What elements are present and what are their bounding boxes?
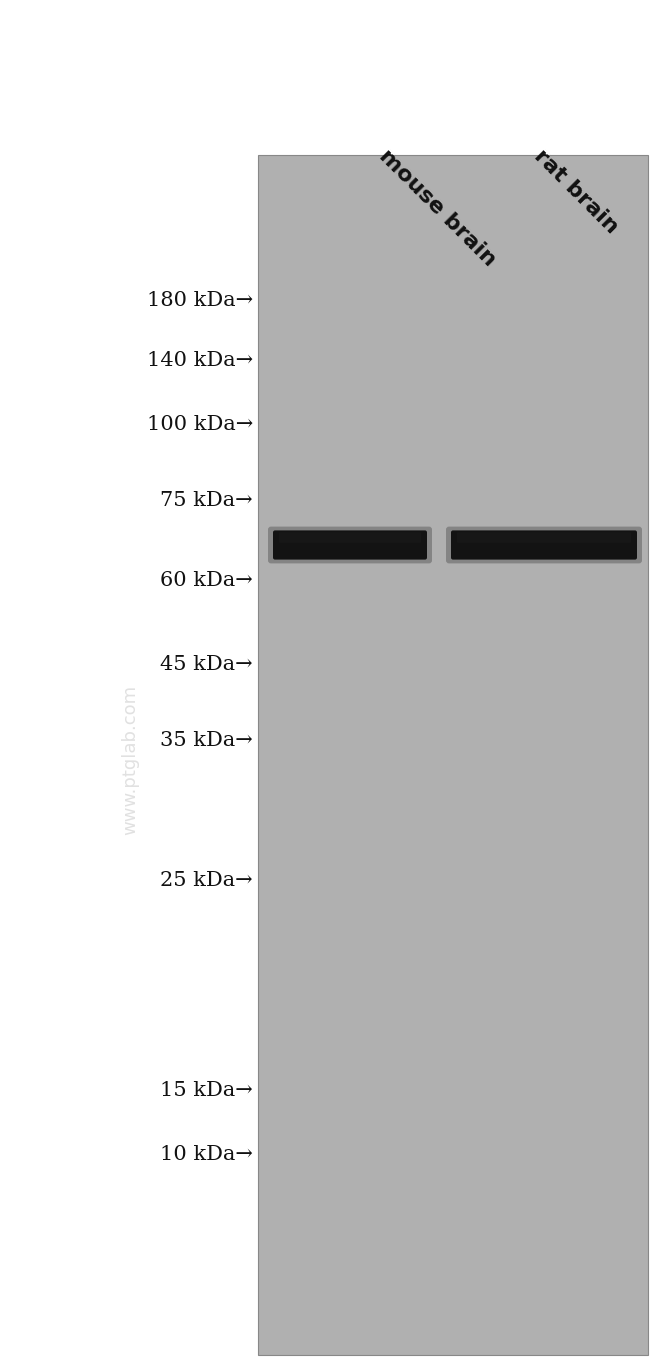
FancyBboxPatch shape bbox=[446, 527, 642, 564]
FancyBboxPatch shape bbox=[457, 532, 631, 543]
FancyBboxPatch shape bbox=[451, 531, 637, 560]
Text: 75 kDa→: 75 kDa→ bbox=[161, 490, 253, 509]
FancyBboxPatch shape bbox=[273, 531, 427, 560]
Text: 10 kDa→: 10 kDa→ bbox=[160, 1145, 253, 1164]
Text: 15 kDa→: 15 kDa→ bbox=[161, 1081, 253, 1099]
FancyBboxPatch shape bbox=[279, 532, 421, 543]
Bar bbox=[258, 156, 648, 1355]
Text: 45 kDa→: 45 kDa→ bbox=[161, 655, 253, 674]
Text: 140 kDa→: 140 kDa→ bbox=[147, 351, 253, 370]
Text: 100 kDa→: 100 kDa→ bbox=[147, 415, 253, 434]
Text: mouse brain: mouse brain bbox=[375, 146, 499, 270]
Text: 180 kDa→: 180 kDa→ bbox=[147, 291, 253, 310]
FancyBboxPatch shape bbox=[268, 527, 432, 564]
Text: 60 kDa→: 60 kDa→ bbox=[161, 571, 253, 590]
Text: 35 kDa→: 35 kDa→ bbox=[161, 730, 253, 749]
Text: www.ptglab.com: www.ptglab.com bbox=[121, 685, 139, 835]
Text: 25 kDa→: 25 kDa→ bbox=[161, 871, 253, 890]
Text: rat brain: rat brain bbox=[530, 146, 622, 238]
